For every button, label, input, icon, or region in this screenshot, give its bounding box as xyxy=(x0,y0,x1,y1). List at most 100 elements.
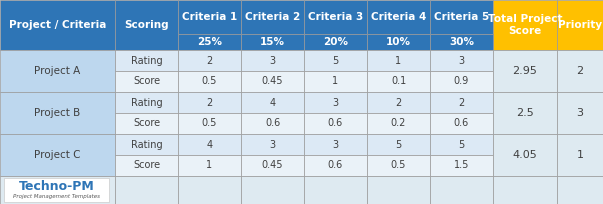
Bar xyxy=(430,71,493,92)
Text: Score: Score xyxy=(133,119,160,129)
Text: Techno-PM: Techno-PM xyxy=(19,180,95,193)
Text: 0.45: 0.45 xyxy=(262,76,283,86)
Bar xyxy=(0,0,115,50)
Bar xyxy=(493,0,557,50)
Text: Project B: Project B xyxy=(34,108,81,118)
Text: 20%: 20% xyxy=(323,37,348,47)
Bar xyxy=(241,0,304,34)
Text: Scoring: Scoring xyxy=(124,20,169,30)
Bar xyxy=(367,176,430,204)
Text: 0.2: 0.2 xyxy=(391,119,406,129)
Bar xyxy=(304,113,367,134)
Bar xyxy=(304,71,367,92)
Text: 3: 3 xyxy=(332,140,338,150)
Text: 4: 4 xyxy=(206,140,213,150)
Bar xyxy=(304,50,367,71)
Bar xyxy=(178,92,241,113)
Bar xyxy=(367,0,430,34)
Bar xyxy=(115,134,178,155)
Text: 1: 1 xyxy=(576,150,584,160)
Bar xyxy=(115,92,178,113)
Text: 2: 2 xyxy=(206,55,213,65)
Bar xyxy=(367,71,430,92)
Text: Priority: Priority xyxy=(558,20,602,30)
Bar xyxy=(430,176,493,204)
Text: 25%: 25% xyxy=(197,37,222,47)
Bar xyxy=(367,34,430,50)
Bar xyxy=(4,178,109,202)
Bar xyxy=(430,92,493,113)
Text: 1: 1 xyxy=(396,55,402,65)
Text: 0.5: 0.5 xyxy=(202,76,217,86)
Text: Project / Criteria: Project / Criteria xyxy=(9,20,106,30)
Bar xyxy=(430,134,493,155)
Bar xyxy=(557,0,603,50)
Text: 0.6: 0.6 xyxy=(265,119,280,129)
Text: Criteria 2: Criteria 2 xyxy=(245,12,300,22)
Text: 0.6: 0.6 xyxy=(328,161,343,171)
Bar xyxy=(241,34,304,50)
Bar xyxy=(178,50,241,71)
Text: Score: Score xyxy=(133,76,160,86)
Text: 0.45: 0.45 xyxy=(262,161,283,171)
Text: 30%: 30% xyxy=(449,37,474,47)
Bar xyxy=(493,176,557,204)
Bar xyxy=(241,176,304,204)
Text: Score: Score xyxy=(133,161,160,171)
Text: 2: 2 xyxy=(206,98,213,108)
Bar xyxy=(241,50,304,71)
Text: 2.95: 2.95 xyxy=(513,66,537,76)
Text: Criteria 3: Criteria 3 xyxy=(308,12,363,22)
Bar xyxy=(430,34,493,50)
Text: 3: 3 xyxy=(458,55,464,65)
Text: 0.5: 0.5 xyxy=(391,161,406,171)
Text: Rating: Rating xyxy=(131,55,162,65)
Text: 1: 1 xyxy=(206,161,213,171)
Text: 4.05: 4.05 xyxy=(513,150,537,160)
Text: 0.5: 0.5 xyxy=(202,119,217,129)
Text: 4: 4 xyxy=(270,98,276,108)
Bar xyxy=(367,50,430,71)
Bar xyxy=(178,176,241,204)
Text: Rating: Rating xyxy=(131,140,162,150)
Bar xyxy=(0,50,115,92)
Bar xyxy=(430,113,493,134)
Bar xyxy=(115,176,178,204)
Bar xyxy=(241,113,304,134)
Bar xyxy=(557,134,603,176)
Text: 5: 5 xyxy=(396,140,402,150)
Text: 2: 2 xyxy=(458,98,465,108)
Text: 2: 2 xyxy=(576,66,584,76)
Bar xyxy=(115,155,178,176)
Bar xyxy=(241,134,304,155)
Bar xyxy=(178,71,241,92)
Bar xyxy=(304,176,367,204)
Text: 3: 3 xyxy=(270,140,276,150)
Bar xyxy=(367,134,430,155)
Bar xyxy=(178,155,241,176)
Text: 10%: 10% xyxy=(386,37,411,47)
Text: Criteria 1: Criteria 1 xyxy=(182,12,237,22)
Text: Rating: Rating xyxy=(131,98,162,108)
Bar xyxy=(493,134,557,176)
Text: Project A: Project A xyxy=(34,66,81,76)
Text: Criteria 5: Criteria 5 xyxy=(434,12,489,22)
Text: 2.5: 2.5 xyxy=(516,108,534,118)
Bar xyxy=(0,92,115,134)
Bar xyxy=(493,50,557,92)
Text: 0.1: 0.1 xyxy=(391,76,406,86)
Bar xyxy=(430,0,493,34)
Text: 3: 3 xyxy=(270,55,276,65)
Text: Criteria 4: Criteria 4 xyxy=(371,12,426,22)
Bar xyxy=(178,0,241,34)
Bar xyxy=(241,92,304,113)
Bar xyxy=(557,50,603,92)
Text: Total Project
Score: Total Project Score xyxy=(488,14,562,36)
Bar xyxy=(241,71,304,92)
Bar xyxy=(0,176,115,204)
Text: Project C: Project C xyxy=(34,150,81,160)
Bar xyxy=(367,155,430,176)
Text: 1.5: 1.5 xyxy=(454,161,469,171)
Text: Project Management Templates: Project Management Templates xyxy=(13,194,100,199)
Bar xyxy=(430,155,493,176)
